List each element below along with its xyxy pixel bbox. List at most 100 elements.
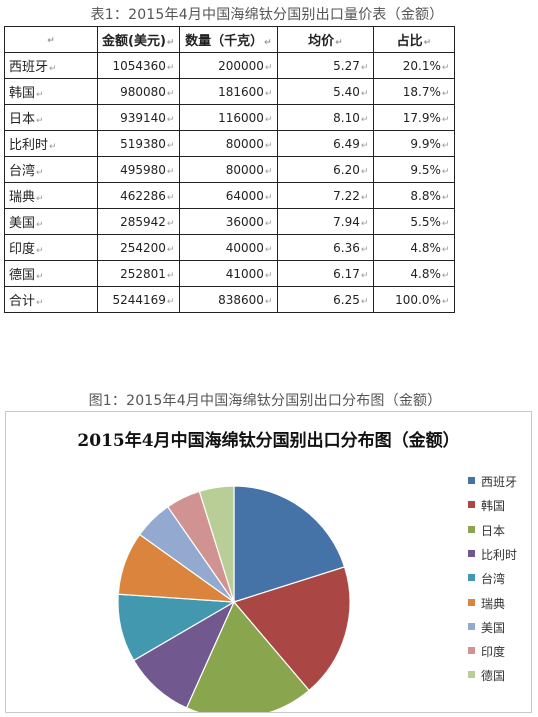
legend-label: 台湾	[481, 572, 506, 587]
pie-chart: 2015年4月中国海绵钛分国别出口分布图（金额） 西班牙 韩国 日本 比利时 台湾 瑞典美…	[5, 411, 532, 713]
paragraph-mark-icon: ↵	[166, 166, 175, 177]
cell-share: 9.9%↵	[373, 130, 456, 157]
legend-label: 印度	[481, 645, 506, 660]
cell-quantity: 41000↵	[179, 260, 279, 287]
paragraph-mark-icon: ↵	[36, 168, 44, 178]
table-row: 台湾↵ 495980↵ 80000↵ 6.20↵ 9.5%↵	[4, 156, 456, 183]
table-caption: 表1：2015年4月中国海绵钛分国别出口量价表（金额）	[90, 7, 444, 23]
cell-value: 6.25	[333, 292, 360, 307]
paragraph-mark-icon: ↵	[441, 88, 450, 99]
paragraph-mark-icon: ↵	[360, 62, 369, 73]
table-row: 日本↵ 939140↵ 116000↵ 8.10↵ 17.9%↵	[4, 104, 456, 131]
table-row: 西班牙↵ 1054360↵ 200000↵ 5.27↵ 20.1%↵	[4, 52, 456, 79]
cell-value: 瑞典	[9, 190, 36, 205]
header-cell-share: 占比↵	[373, 26, 456, 53]
cell-amount: 5244169↵	[96, 286, 181, 313]
paragraph-mark-icon: ↵	[166, 62, 175, 73]
table-row: 美国↵ 285942↵ 36000↵ 7.94↵ 5.5%↵	[4, 208, 456, 235]
paragraph-mark-icon: ↵	[166, 244, 175, 255]
cell-value: 18.7%	[402, 84, 441, 99]
pie-slice-4	[132, 600, 236, 709]
cell-avg-price: 5.40↵	[277, 78, 375, 105]
table-row: 德国↵ 252801↵ 41000↵ 6.17↵ 4.8%↵	[4, 260, 456, 287]
cell-value: 比利时	[9, 138, 49, 153]
paragraph-mark-icon: ↵	[264, 296, 273, 307]
table-row: 印度↵ 254200↵ 40000↵ 6.36↵ 4.8%↵	[4, 234, 456, 261]
legend-label: 德国	[481, 669, 506, 684]
chart-title: 2015年4月中国海绵钛分国别出口分布图（金额）	[77, 431, 460, 451]
pie-plot-area	[117, 485, 351, 712]
paragraph-mark-icon: ↵	[360, 114, 369, 125]
cell-avg-price: 6.25↵	[277, 286, 375, 313]
table-row: 瑞典↵ 462286↵ 64000↵ 7.22↵ 8.8%↵	[4, 182, 456, 209]
header-label-avg-price: 均价	[308, 34, 335, 49]
cell-avg-price: 7.22↵	[277, 182, 375, 209]
cell-value: 5.27	[333, 58, 360, 73]
cell-avg-price: 6.17↵	[277, 260, 375, 287]
cell-value: 4.8%	[410, 266, 441, 281]
cell-share: 17.9%↵	[373, 104, 456, 131]
cell-share: 8.8%↵	[373, 182, 456, 209]
legend-swatch	[468, 598, 475, 606]
cell-quantity: 40000↵	[179, 234, 279, 261]
paragraph-mark-icon: ↵	[36, 298, 44, 308]
paragraph-mark-icon: ↵	[360, 244, 369, 255]
table-row: 韩国↵ 980080↵ 181600↵ 5.40↵ 18.7%↵	[4, 78, 456, 105]
cell-value: 6.17	[333, 266, 360, 281]
cell-value: 9.5%	[410, 162, 441, 177]
paragraph-mark-icon: ↵	[47, 36, 55, 46]
cell-country: 日本↵	[4, 104, 98, 131]
cell-value: 6.20	[333, 162, 360, 177]
header-label-amount: 金额(美元)	[102, 34, 166, 49]
cell-avg-price: 6.49↵	[277, 130, 375, 157]
cell-share: 5.5%↵	[373, 208, 456, 235]
cell-value: 5244169	[112, 292, 166, 307]
paragraph-mark-icon: ↵	[264, 218, 273, 229]
paragraph-mark-icon: ↵	[166, 270, 175, 281]
header-cell-avg-price: 均价↵	[277, 26, 375, 53]
paragraph-mark-icon: ↵	[441, 114, 450, 125]
cell-share: 4.8%↵	[373, 260, 456, 287]
legend-swatch	[468, 477, 475, 484]
paragraph-mark-icon: ↵	[441, 62, 450, 73]
paragraph-mark-icon: ↵	[264, 166, 273, 177]
chart-caption: 图1：2015年4月中国海绵钛分国别出口分布图（金额）	[88, 393, 442, 409]
cell-value: 181600	[218, 84, 264, 99]
cell-country: 比利时↵	[4, 130, 98, 157]
cell-value: 6.36	[333, 240, 360, 255]
paragraph-mark-icon: ↵	[36, 90, 44, 100]
paragraph-mark-icon: ↵	[441, 218, 450, 229]
paragraph-mark-icon: ↵	[360, 166, 369, 177]
paragraph-mark-icon: ↵	[441, 270, 450, 281]
paragraph-mark-icon: ↵	[166, 140, 175, 151]
cell-value: 254200	[120, 240, 166, 255]
cell-amount: 519380↵	[96, 130, 181, 157]
legend-label: 西班牙	[481, 475, 518, 489]
paragraph-mark-icon: ↵	[441, 192, 450, 203]
paragraph-mark-icon: ↵	[264, 244, 273, 255]
cell-amount: 254200↵	[96, 234, 181, 261]
paragraph-mark-icon: ↵	[166, 192, 175, 203]
paragraph-mark-icon: ↵	[49, 64, 57, 74]
legend-swatch	[468, 622, 475, 630]
pie-slice-1	[233, 485, 346, 603]
paragraph-mark-icon: ↵	[360, 88, 369, 99]
cell-value: 519380	[120, 136, 166, 151]
cell-value: 200000	[218, 58, 264, 73]
paragraph-mark-icon: ↵	[360, 192, 369, 203]
paragraph-mark-icon: ↵	[360, 218, 369, 229]
cell-value: 116000	[218, 110, 264, 125]
legend-label: 比利时	[481, 547, 518, 562]
cell-quantity: 80000↵	[179, 130, 279, 157]
legend-swatch	[468, 574, 475, 582]
cell-value: 41000	[225, 266, 264, 281]
legend-swatch	[468, 525, 475, 533]
cell-value: 4.8%	[410, 240, 441, 255]
cell-quantity: 181600↵	[179, 78, 279, 105]
legend-label: 瑞典	[481, 596, 506, 611]
cell-value: 1054360	[112, 58, 166, 73]
paragraph-mark-icon: ↵	[36, 220, 44, 230]
paragraph-mark-icon: ↵	[166, 114, 175, 125]
cell-avg-price: 7.94↵	[277, 208, 375, 235]
cell-amount: 980080↵	[96, 78, 181, 105]
